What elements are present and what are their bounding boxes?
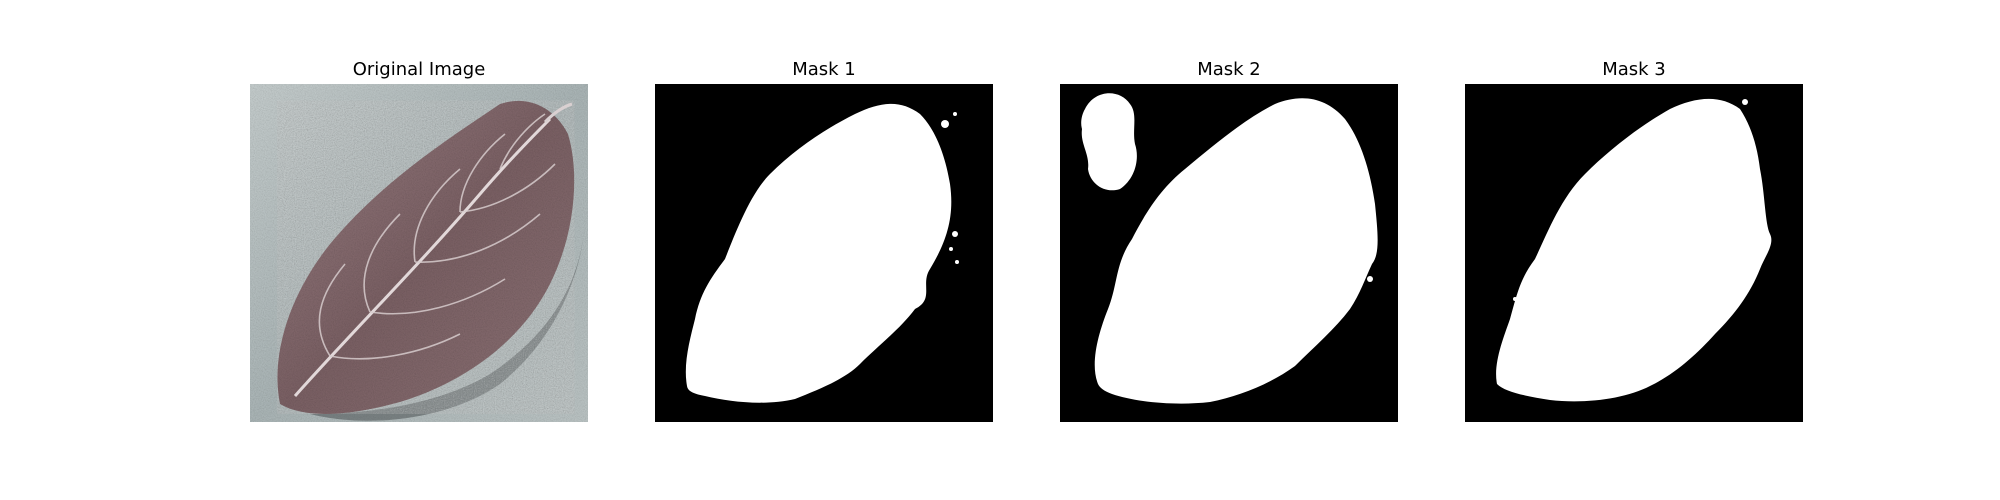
leaf-photo-icon bbox=[250, 84, 588, 422]
mask-2-image bbox=[1060, 84, 1398, 422]
panel-title-mask-3: Mask 3 bbox=[1602, 59, 1666, 80]
original-image bbox=[250, 84, 588, 422]
panel-title-mask-2: Mask 2 bbox=[1197, 59, 1261, 80]
leaf-mask-icon bbox=[1060, 84, 1398, 422]
panel-title-original: Original Image bbox=[352, 59, 486, 80]
mask-1-image bbox=[655, 84, 993, 422]
leaf-mask-icon bbox=[1465, 84, 1803, 422]
panel-title-mask-1: Mask 1 bbox=[792, 59, 856, 80]
mask-3-image bbox=[1465, 84, 1803, 422]
leaf-mask-icon bbox=[655, 84, 993, 422]
